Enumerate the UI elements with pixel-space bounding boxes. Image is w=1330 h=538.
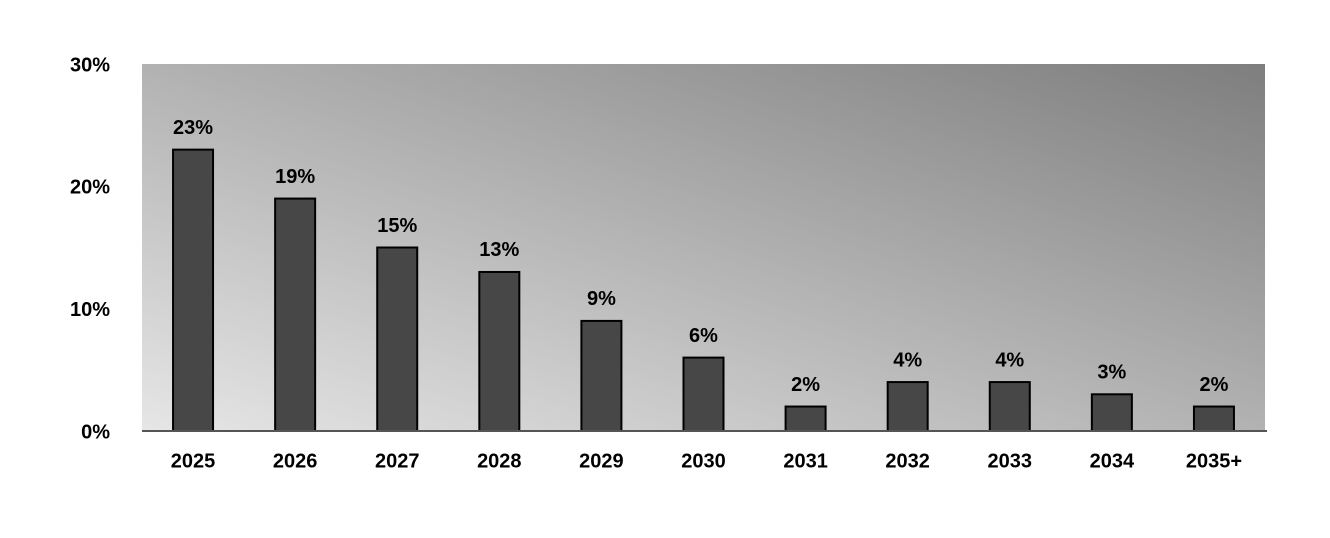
y-tick-label: 30% xyxy=(70,54,110,76)
y-tick-label: 20% xyxy=(70,177,110,199)
bar xyxy=(784,405,827,432)
x-tick-label: 2033 xyxy=(988,450,1033,472)
value-label: 23% xyxy=(173,117,213,139)
value-label: 9% xyxy=(587,288,616,310)
x-tick-label: 2029 xyxy=(579,450,624,472)
bar xyxy=(988,381,1031,433)
y-tick-label: 10% xyxy=(70,299,110,321)
x-tick-label: 2025 xyxy=(171,450,216,472)
x-tick-label: 2027 xyxy=(375,450,420,472)
value-label: 15% xyxy=(377,215,417,237)
y-tick-label: 0% xyxy=(81,421,110,443)
bar xyxy=(172,148,215,432)
x-tick-label: 2030 xyxy=(681,450,726,472)
value-label: 2% xyxy=(1200,374,1229,396)
bar xyxy=(580,319,623,432)
x-tick-label: 2035+ xyxy=(1186,450,1242,472)
value-label: 4% xyxy=(995,349,1024,371)
x-tick-label: 2031 xyxy=(783,450,828,472)
x-tick-label: 2026 xyxy=(273,450,318,472)
value-label: 3% xyxy=(1097,362,1126,384)
bar xyxy=(274,197,317,432)
bar xyxy=(682,356,725,433)
x-tick-label: 2032 xyxy=(885,450,930,472)
value-label: 2% xyxy=(791,374,820,396)
x-tick-label: 2034 xyxy=(1090,450,1135,472)
x-tick-label: 2028 xyxy=(477,450,522,472)
bar xyxy=(886,381,929,433)
value-label: 19% xyxy=(275,166,315,188)
value-label: 6% xyxy=(689,325,718,347)
bar xyxy=(1090,393,1133,432)
bar xyxy=(376,246,419,432)
bar xyxy=(1192,405,1235,432)
value-label: 13% xyxy=(479,239,519,261)
bar xyxy=(478,270,521,433)
value-label: 4% xyxy=(893,349,922,371)
